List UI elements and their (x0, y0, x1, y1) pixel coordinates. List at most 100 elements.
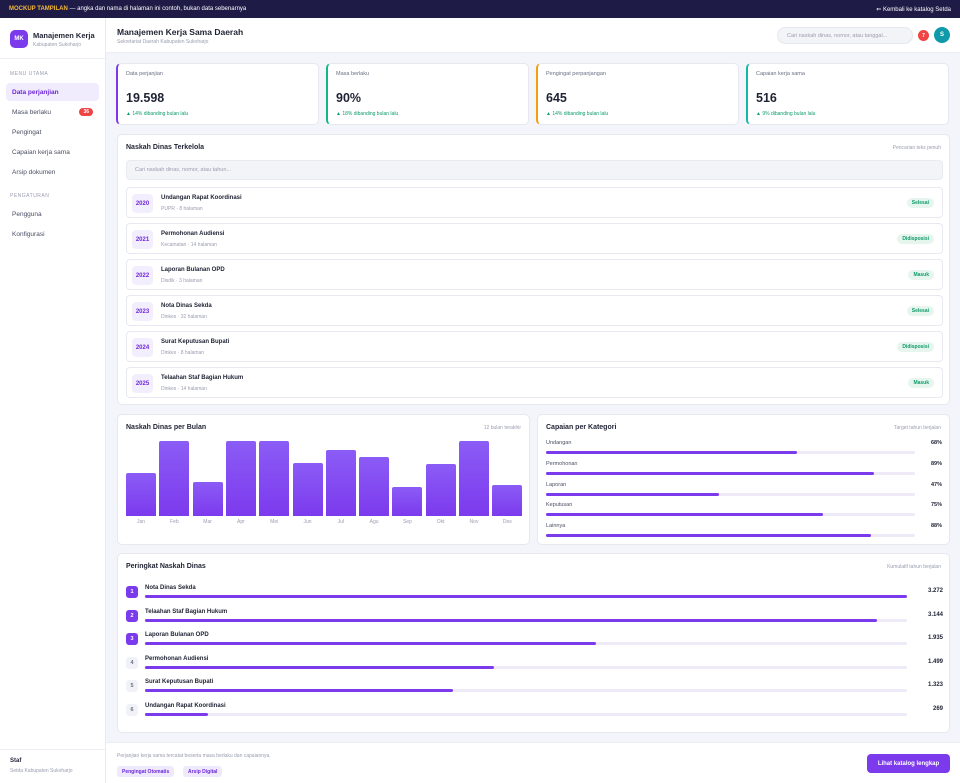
progress-track (145, 713, 907, 716)
view-catalog-button[interactable]: Lihat katalog lengkap (867, 754, 950, 773)
stat-card-perjanjian: Data perjanjian 19.598 ▲ 14% dibanding b… (116, 63, 319, 125)
ranking-panel: Peringkat Naskah Dinas Kumulatif tahun b… (117, 553, 950, 733)
stat-value: 516 (756, 91, 777, 105)
ranking-name: Undangan Rapat Koordinasi (145, 703, 226, 709)
sidebar-item-data-perjanjian[interactable]: Data perjanjian (6, 83, 99, 101)
x-tick-label: Jun (303, 519, 312, 525)
progress-track (145, 642, 907, 646)
bar-chart (126, 441, 523, 531)
footer-text: Perjanjian kerja sama tercatat beserta m… (117, 753, 271, 759)
year-badge: 2021 (132, 230, 153, 249)
ranking-value: 269 (932, 706, 943, 712)
list-item[interactable]: 2025 Telaahan Staf Bagian Hukum Dinkes · 1… (126, 367, 943, 398)
chart-bar-agu (359, 456, 390, 516)
year-badge: 2022 (132, 266, 153, 285)
chart-bar-feb (159, 441, 190, 516)
ranking-row[interactable]: 2 Telaahan Staf Bagian Hukum 3.144 (126, 608, 951, 630)
progress-fill (145, 595, 907, 598)
sidebar-item-capaian[interactable]: Capaian kerja sama (6, 143, 99, 161)
avatar[interactable]: S (934, 27, 950, 43)
sidebar-item-label: Capaian kerja sama (12, 148, 70, 156)
sidebar-item-pengingat[interactable]: Pengingat (6, 123, 99, 141)
rank-number: 6 (126, 704, 138, 716)
ranking-row[interactable]: 5 Surat Keputusan Bupati 1.323 (126, 678, 951, 700)
ranking-row[interactable]: 4 Permohonan Audiensi 1.499 (126, 655, 951, 677)
category-label: Permohonan (546, 460, 578, 467)
progress-track (145, 595, 907, 598)
app-logo: MK (10, 30, 28, 48)
category-value: 88% (930, 523, 942, 530)
mockup-note: — angka dan nama di halaman ini contoh, … (67, 6, 247, 12)
mockup-label: MOCKUP TAMPILAN (9, 6, 68, 12)
sidebar-item-masa-berlaku[interactable]: Masa berlaku 36 (6, 103, 99, 121)
category-title: Capaian per Kategori (546, 424, 617, 431)
document-title: Permohonan Audiensi (161, 231, 225, 237)
chart-bar-jul (325, 450, 356, 516)
list-item[interactable]: 2023 Nota Dinas Sekda Dinkes · 32 halaman S… (126, 295, 943, 326)
sidebar-item-pengguna[interactable]: Pengguna (6, 205, 99, 223)
chart-bar-nov (459, 441, 489, 516)
user-role: Setda Kabupaten Sukoharjo (10, 768, 73, 774)
brand[interactable]: MK Manajemen Kerja Kabupaten Sukoharjo (0, 18, 105, 59)
list-item[interactable]: 2021 Permohonan Audiensi Kecamatan · 14 ha… (126, 223, 943, 254)
year-badge: 2024 (132, 338, 153, 357)
x-tick-label: Jul (337, 519, 344, 525)
list-item[interactable]: 2022 Laporan Bulanan OPD Disdik · 3 halama… (126, 259, 943, 290)
document-meta: Dinkes · 14 halaman (161, 386, 207, 392)
chart-bar-mar (192, 482, 223, 516)
document-title: Nota Dinas Sekda (161, 303, 212, 309)
ranking-value: 3.144 (927, 611, 943, 618)
notification-badge[interactable]: 7 (918, 30, 929, 41)
page-subtitle: Sekretariat Daerah Kabupaten Sukoharjo (117, 39, 209, 45)
ranking-name: Laporan Bulanan OPD (145, 632, 209, 639)
section-settings-label: PENGATURAN (10, 193, 50, 199)
ranking-name: Permohonan Audiensi (145, 655, 209, 662)
chart-bar-jun (292, 462, 323, 516)
list-item[interactable]: 2024 Surat Keputusan Bupati Dinkes · 8 hal… (126, 331, 943, 362)
progress-track (546, 513, 915, 517)
status-badge: Selesai (906, 306, 934, 316)
ranking-name: Telaahan Staf Bagian Hukum (145, 608, 228, 615)
sidebar: MK Manajemen Kerja Kabupaten Sukoharjo M… (0, 18, 106, 783)
global-search-input[interactable]: Cari naskah dinas, nomor, atau tanggal..… (777, 27, 913, 44)
status-badge: Didisposisi (897, 342, 934, 352)
x-tick-label: Mar (203, 519, 212, 525)
stat-change: ▲ 14% dibanding bulan lalu (546, 111, 609, 117)
list-item[interactable]: 2020 Undangan Rapat Koordinasi PUPR · 8 ha… (126, 187, 943, 218)
stat-value: 90% (336, 91, 362, 105)
progress-fill (145, 689, 454, 693)
stat-value: 645 (546, 91, 567, 105)
document-search-input[interactable]: Cari naskah dinas, nomor, atau tahun... (126, 160, 943, 180)
monthly-chart-panel: Naskah Dinas per Bulan 12 bulan terakhir… (117, 414, 530, 545)
document-meta: Kecamatan · 14 halaman (161, 242, 217, 248)
progress-fill (546, 513, 823, 517)
user-info: Staf Setda Kabupaten Sukoharjo (0, 749, 105, 783)
back-to-catalog-link[interactable]: ⇐ Kembali ke katalog Setda (876, 6, 951, 13)
category-value: 68% (930, 440, 942, 446)
feature-chip: Pengingat Otomatis (117, 766, 175, 777)
x-tick-label: Sep (402, 519, 412, 525)
stat-label: Masa berlaku (336, 71, 370, 77)
x-tick-label: Des (502, 519, 512, 525)
year-badge: 2025 (132, 374, 153, 393)
rank-number: 1 (126, 586, 138, 598)
ranking-value: 1.499 (927, 658, 943, 665)
document-title: Surat Keputusan Bupati (161, 339, 230, 345)
page-header: Manajemen Kerja Sama Daerah Sekretariat … (106, 18, 960, 53)
sidebar-item-konfigurasi[interactable]: Konfigurasi (6, 225, 99, 243)
x-tick-label: Mei (270, 519, 279, 525)
category-panel: Capaian per Kategori Target tahun berjal… (537, 414, 950, 545)
sidebar-item-arsip[interactable]: Arsip dokumen (6, 163, 99, 181)
ranking-row[interactable]: 1 Nota Dinas Sekda 3.272 (126, 584, 951, 606)
rank-number: 3 (126, 633, 138, 646)
ranking-row[interactable]: 3 Laporan Bulanan OPD 1.935 (126, 631, 951, 653)
progress-track (546, 492, 915, 496)
stat-change: ▲ 9% dibanding bulan lalu (756, 111, 816, 117)
category-label: Keputusan (546, 502, 573, 509)
stat-card-pengingat: Pengingat perpanjangan 645 ▲ 14% dibandi… (536, 63, 739, 125)
status-badge: Selesai (906, 198, 934, 208)
ranking-row[interactable]: 6 Undangan Rapat Koordinasi 269 (126, 702, 951, 724)
status-badge: Masuk (908, 378, 934, 388)
chart-bar-okt (425, 464, 456, 516)
page-footer: Perjanjian kerja sama tercatat beserta m… (106, 742, 960, 783)
